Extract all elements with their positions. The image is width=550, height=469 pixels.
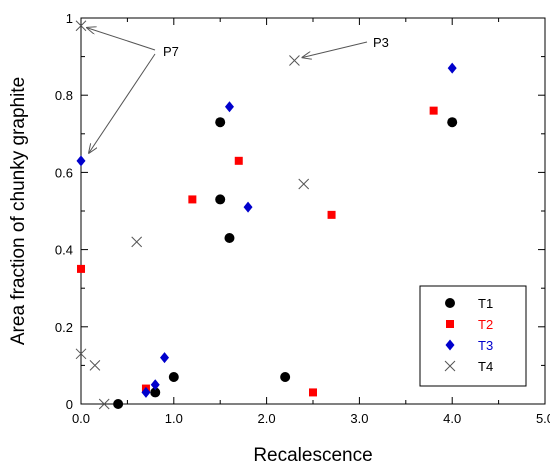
point-t4 — [89, 360, 101, 371]
point-t3 — [447, 62, 457, 74]
y-tick-label: 0.2 — [55, 320, 73, 335]
point-t4 — [98, 398, 110, 410]
point-t1 — [447, 117, 458, 128]
legend-label-t3: T3 — [478, 338, 493, 353]
annotation-arrow — [302, 41, 368, 57]
x-tick-label: 1.0 — [165, 411, 183, 426]
data-points — [75, 20, 458, 410]
point-t1 — [168, 371, 179, 382]
annotation-arrow — [87, 28, 156, 51]
tick-marks — [80, 17, 546, 405]
y-axis-label: Area fraction of chunky graphite — [8, 77, 29, 345]
point-t1 — [215, 117, 226, 128]
point-t1 — [150, 387, 161, 398]
x-tick-label: 5.0 — [536, 411, 550, 426]
legend-label-t4: T4 — [478, 359, 493, 374]
point-t3 — [150, 379, 160, 391]
legend-box — [419, 285, 527, 387]
x-tick-label: 2.0 — [258, 411, 276, 426]
x-tick-label: 0.0 — [72, 411, 90, 426]
legend: T1 T2 T3 T4 — [419, 285, 527, 387]
point-t4 — [131, 236, 143, 248]
point-t2 — [429, 106, 438, 115]
y-tick-label: 1 — [66, 11, 73, 26]
point-t4 — [75, 20, 87, 32]
point-t1 — [113, 399, 124, 409]
annotation-label: P7 — [163, 44, 179, 59]
point-t2 — [309, 388, 317, 397]
annotation-arrow — [89, 53, 156, 153]
legend-marker-t1 — [445, 298, 455, 308]
legend-marker-t4 — [444, 360, 456, 372]
annotation-label: P3 — [373, 35, 389, 50]
point-t3 — [243, 201, 253, 213]
legend-marker-t2 — [446, 320, 454, 328]
point-t1 — [224, 233, 235, 244]
annotations: P7 P3 — [87, 28, 389, 153]
x-axis-label: Recalescence — [253, 445, 372, 466]
tick-labels: 0.0 1.0 2.0 3.0 4.0 5.0 0 0.2 0.4 0.6 0.8 1 — [55, 11, 550, 426]
point-t3 — [224, 101, 234, 113]
y-tick-label: 0.4 — [55, 243, 73, 258]
point-t3 — [141, 386, 151, 398]
point-t4 — [289, 55, 300, 66]
legend-label-t1: T1 — [478, 296, 493, 311]
point-t2 — [327, 210, 336, 219]
point-t3 — [76, 155, 86, 167]
x-tick-label: 4.0 — [443, 411, 461, 426]
point-t1 — [215, 194, 226, 205]
point-t2 — [234, 156, 243, 165]
x-tick-label: 3.0 — [350, 411, 368, 426]
point-t2 — [188, 195, 197, 204]
y-tick-label: 0.6 — [55, 165, 73, 180]
point-t4 — [298, 178, 310, 190]
point-t1 — [280, 371, 291, 382]
legend-marker-t3 — [445, 339, 455, 351]
point-t4 — [75, 348, 87, 360]
y-tick-label: 0.8 — [55, 88, 73, 103]
legend-label-t2: T2 — [478, 317, 493, 332]
point-t3 — [160, 352, 170, 364]
y-tick-label: 0 — [66, 397, 73, 412]
point-t2 — [77, 264, 85, 273]
